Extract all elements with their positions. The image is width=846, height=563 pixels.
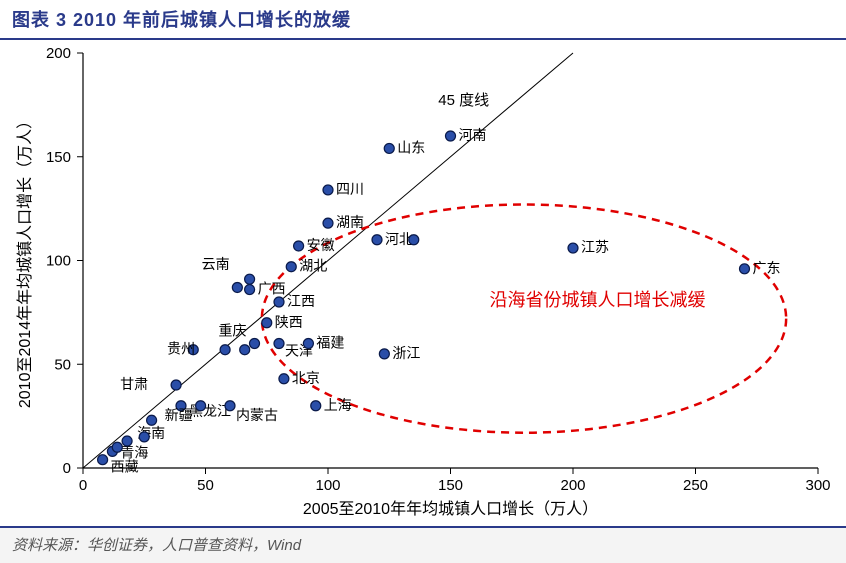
x-tick-label: 200 <box>560 477 585 494</box>
x-tick-label: 250 <box>683 477 708 494</box>
data-point <box>262 318 272 328</box>
data-point-label: 青海 <box>120 444 148 460</box>
data-point-label: 浙江 <box>392 345 420 361</box>
data-point-label: 四川 <box>336 181 364 197</box>
data-point-label: 北京 <box>292 370 320 386</box>
data-point <box>372 235 382 245</box>
data-point-label: 甘肃 <box>120 376 148 392</box>
data-point <box>286 262 296 272</box>
data-point <box>409 235 419 245</box>
figure-title-text: 图表 3 2010 年前后城镇人口增长的放缓 <box>12 10 351 30</box>
data-point <box>139 432 149 442</box>
data-point <box>245 274 255 284</box>
x-tick-label: 0 <box>79 477 87 494</box>
data-point <box>311 401 321 411</box>
data-point-label: 贵州 <box>167 341 195 357</box>
diag-45-label: 45 度线 <box>438 92 489 109</box>
data-point <box>245 285 255 295</box>
data-point-label: 江西 <box>287 293 315 309</box>
data-point <box>220 345 230 355</box>
data-point-label: 上海 <box>324 397 352 413</box>
data-point <box>279 374 289 384</box>
data-point-label: 西藏 <box>111 459 139 475</box>
data-point <box>740 264 750 274</box>
data-point-label: 湖南 <box>336 214 364 230</box>
x-tick-label: 50 <box>197 477 214 494</box>
data-point-label: 安徽 <box>307 237 335 253</box>
data-point-label: 内蒙古 <box>236 407 278 423</box>
data-point <box>171 380 181 390</box>
data-point <box>303 339 313 349</box>
data-point <box>232 282 242 292</box>
data-point <box>446 131 456 141</box>
data-point <box>379 349 389 359</box>
data-point-label: 广西 <box>258 281 286 297</box>
data-point <box>225 401 235 411</box>
data-point <box>323 185 333 195</box>
data-point-label: 云南 <box>202 256 230 272</box>
y-tick-label: 0 <box>63 460 71 477</box>
figure-container: 图表 3 2010 年前后城镇人口增长的放缓 0 50 100 150 200 250 30… <box>0 0 846 563</box>
plot-area: 0 50 100 150 200 250 300 0 50 100 150 200 2005至2010年… <box>8 38 838 529</box>
data-point <box>384 143 394 153</box>
data-point <box>240 345 250 355</box>
data-point-label: 陕西 <box>275 314 303 330</box>
data-point-label: 山东 <box>397 139 425 155</box>
y-tick-label: 200 <box>46 45 71 62</box>
y-axis-label: 2010至2014年年均城镇人口增长（万人） <box>16 113 34 408</box>
data-point <box>147 415 157 425</box>
x-tick-label: 100 <box>315 477 340 494</box>
data-point <box>112 442 122 452</box>
x-tick-label: 150 <box>438 477 463 494</box>
annotation-text: 沿海省份城镇人口增长减缓 <box>490 290 706 310</box>
data-point <box>122 436 132 446</box>
data-point <box>250 339 260 349</box>
figure-title: 图表 3 2010 年前后城镇人口增长的放缓 <box>0 0 846 40</box>
figure-source: 资料来源：华创证券，人口普查资料，Wind <box>0 526 846 563</box>
y-tick-label: 50 <box>54 356 71 373</box>
data-point <box>98 455 108 465</box>
data-point-label: 广东 <box>753 260 781 276</box>
data-point-label: 河南 <box>459 127 487 143</box>
data-point-label: 新疆 <box>165 407 193 423</box>
data-point-label: 江苏 <box>581 239 609 255</box>
data-point <box>274 339 284 349</box>
data-point-label: 湖北 <box>299 258 327 274</box>
y-tick-label: 150 <box>46 149 71 166</box>
data-point <box>274 297 284 307</box>
data-point <box>196 401 206 411</box>
scatter-chart: 0 50 100 150 200 250 300 0 50 100 150 200 2005至2010年… <box>8 38 838 528</box>
data-point-label: 福建 <box>316 335 344 351</box>
x-axis-label: 2005至2010年年均城镇人口增长（万人） <box>303 500 598 518</box>
x-tick-label: 300 <box>805 477 830 494</box>
data-point-label: 重庆 <box>219 323 247 339</box>
y-tick-label: 100 <box>46 253 71 270</box>
data-point <box>294 241 304 251</box>
figure-source-text: 资料来源：华创证券，人口普查资料，Wind <box>12 537 301 554</box>
data-point <box>323 218 333 228</box>
data-point <box>568 243 578 253</box>
